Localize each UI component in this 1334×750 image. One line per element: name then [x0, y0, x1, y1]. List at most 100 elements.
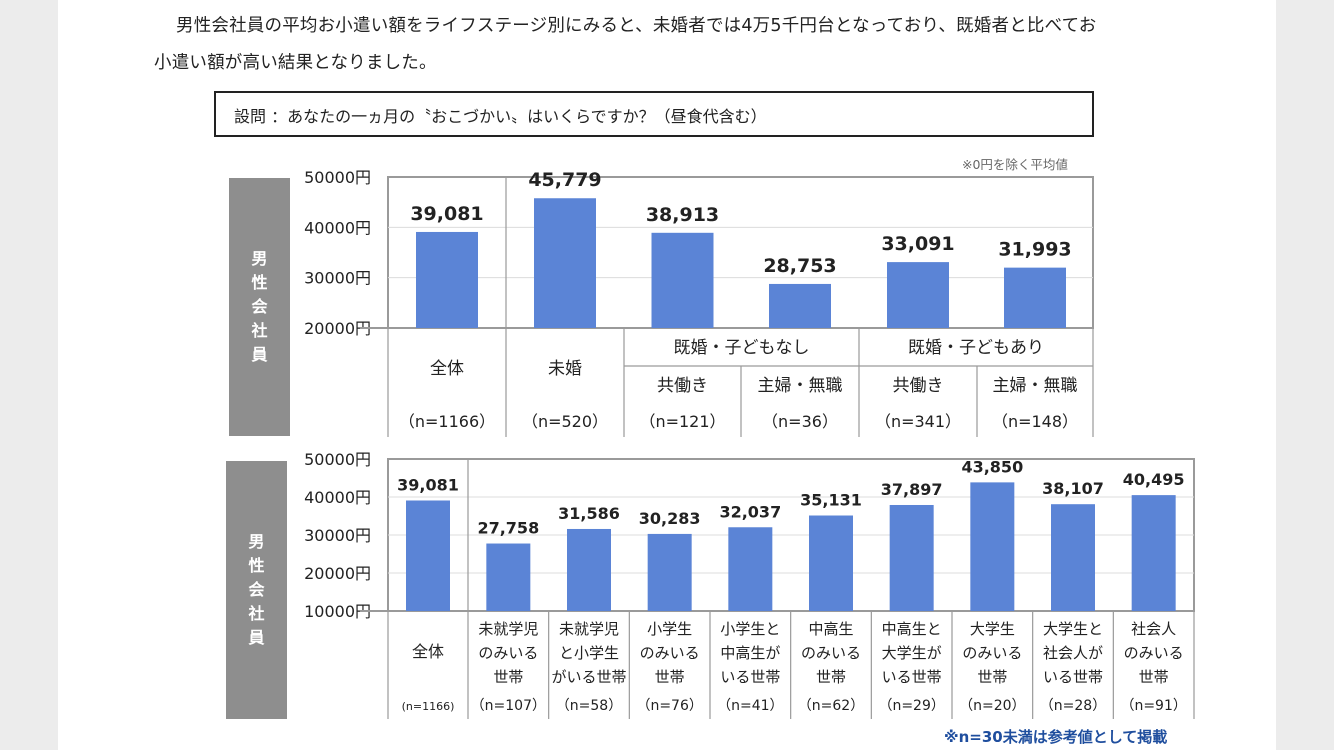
n-label: （n=20） [959, 698, 1025, 714]
y-tick-label: 30000円 [304, 526, 371, 545]
group-label: 既婚・子どもあり [908, 338, 1044, 358]
category-label: 中高生が [720, 644, 780, 662]
data-label: 38,913 [646, 204, 719, 226]
n-label: （n=91） [1120, 698, 1186, 714]
side-label-text: 男 性 会 社 員 [248, 532, 265, 647]
n-label: （n=520） [522, 412, 608, 431]
n-label: （n=36） [762, 412, 838, 431]
bar [567, 528, 611, 611]
category-label: 全体 [430, 359, 464, 379]
intro-line-1: 男性会社員の平均お小遣い額をライフステージ別にみると、未婚者では4万5千円台とな… [176, 16, 1097, 36]
category-label: 中高生と [882, 620, 942, 638]
category-label: 世帯 [493, 668, 523, 686]
y-tick-label: 50000円 [304, 450, 371, 469]
n-label: （n=121） [639, 412, 725, 431]
category-label: 全体 [412, 642, 444, 661]
category-label: 世帯 [977, 668, 1007, 686]
category-label: 共働き [657, 376, 708, 396]
bar [406, 500, 450, 611]
bar [769, 283, 831, 328]
data-label: 31,586 [558, 504, 620, 523]
bar [728, 527, 773, 611]
intro-text: 男性会社員の平均お小遣い額をライフステージ別にみると、未婚者では4万5千円台とな… [154, 8, 1214, 82]
category-label: 小学生と [720, 620, 780, 638]
average-note: ※0円を除く平均値 [962, 157, 1068, 172]
bar [970, 482, 1015, 611]
n-label: （n=341） [875, 412, 961, 431]
data-label: 45,779 [528, 169, 601, 191]
question-box: 設問 ：あなたの一ヵ月の〝おこづかい〟はいくらですか？（昼食代含む） [214, 91, 1094, 137]
data-label: 35,131 [800, 491, 862, 510]
y-tick-label: 40000円 [304, 488, 371, 507]
data-label: 27,758 [477, 519, 539, 538]
n-label: （n=58） [556, 698, 622, 714]
n-label: （n=28） [1040, 698, 1106, 714]
group-label: 既婚・子どもなし [674, 338, 810, 358]
category-label: と小学生 [559, 644, 619, 662]
bar [534, 198, 596, 328]
bar [887, 262, 949, 328]
n-label: (n=1166) [402, 700, 455, 713]
bar [889, 504, 934, 611]
data-label: 31,993 [998, 239, 1071, 261]
category-label: いる世帯 [720, 668, 780, 686]
side-label-chart-2: 男 性 会 社 員 [226, 461, 287, 719]
side-label-chart-1: 男 性 会 社 員 [229, 178, 290, 436]
data-label: 32,037 [719, 502, 781, 521]
category-label: 社会人 [1131, 620, 1176, 638]
category-label: 社会人が [1043, 644, 1103, 662]
intro-line-2: 小遣い額が高い結果となりました。 [154, 53, 437, 73]
category-label: 世帯 [1139, 668, 1169, 686]
y-tick-label: 20000円 [304, 564, 371, 583]
data-label: 30,283 [639, 509, 701, 528]
category-label: いる世帯 [1043, 668, 1103, 686]
bar [809, 515, 853, 611]
data-label: 40,495 [1123, 470, 1185, 489]
n-label: （n=62） [798, 698, 864, 714]
category-label: 世帯 [816, 668, 846, 686]
category-label: のみいる [962, 644, 1022, 662]
y-tick-label: 10000円 [304, 602, 371, 621]
data-label: 33,091 [881, 233, 954, 255]
n-label: （n=76） [636, 698, 702, 714]
n-label: （n=29） [878, 698, 944, 714]
data-label: 39,081 [410, 203, 483, 225]
question-text: 設問 ：あなたの一ヵ月の〝おこづかい〟はいくらですか？（昼食代含む） [234, 107, 767, 126]
category-label: 主婦・無職 [758, 376, 843, 396]
n-label: （n=41） [717, 698, 783, 714]
n-label: （n=1166） [399, 412, 495, 431]
category-label: 未婚 [548, 359, 582, 379]
data-label: 37,897 [881, 480, 943, 499]
category-label: のみいる [478, 644, 538, 662]
category-label: のみいる [640, 644, 700, 662]
bar [1004, 267, 1066, 328]
category-label: 大学生が [882, 644, 942, 662]
y-tick-label: 50000円 [304, 168, 371, 187]
data-label: 38,107 [1042, 479, 1104, 498]
y-tick-label: 20000円 [304, 319, 371, 338]
n-label: （n=148） [992, 412, 1078, 431]
n-label: （n=107） [471, 698, 546, 714]
y-tick-label: 30000円 [304, 269, 371, 288]
category-label: のみいる [1124, 644, 1184, 662]
bar [416, 231, 478, 328]
data-label: 39,081 [397, 475, 459, 494]
category-label: 主婦・無職 [993, 376, 1078, 396]
category-label: 大学生と [1043, 620, 1103, 638]
data-label: 43,850 [961, 457, 1023, 476]
category-label: 小学生 [647, 620, 692, 638]
category-label: がいる世帯 [551, 668, 626, 686]
bar [651, 232, 714, 328]
category-label: 未就学児 [478, 620, 538, 638]
bar [647, 533, 692, 611]
category-label: 世帯 [655, 668, 685, 686]
side-label-text: 男 性 会 社 員 [251, 249, 268, 364]
bar [486, 543, 531, 611]
category-label: 共働き [893, 376, 944, 396]
category-label: 中高生 [808, 620, 853, 638]
report-page: 男性会社員の平均お小遣い額をライフステージ別にみると、未婚者では4万5千円台とな… [58, 0, 1276, 750]
data-label: 28,753 [763, 255, 836, 277]
category-label: いる世帯 [882, 668, 942, 686]
